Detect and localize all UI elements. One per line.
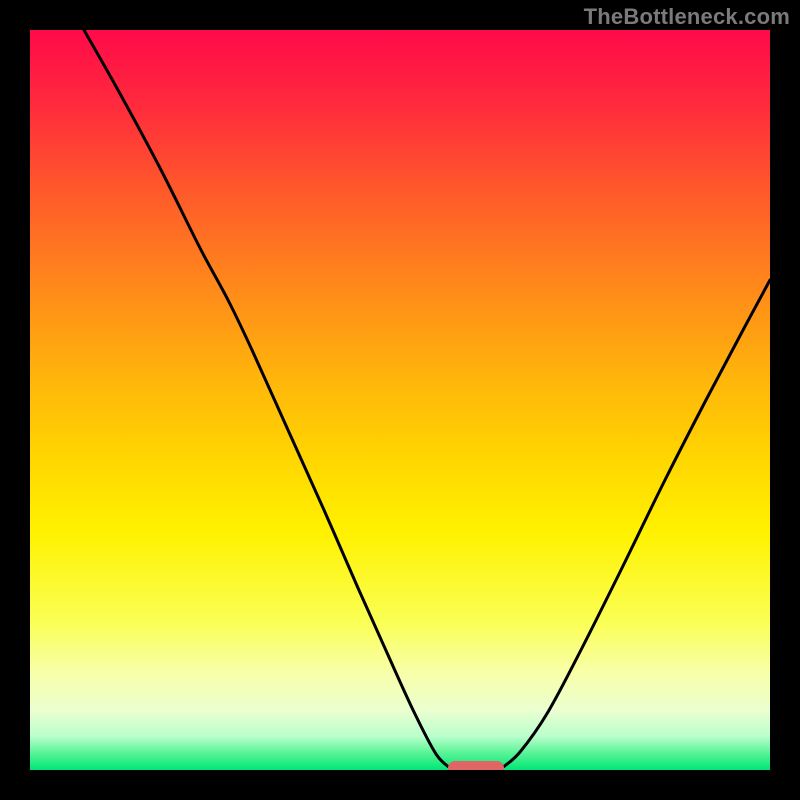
chart-container: TheBottleneck.com	[0, 0, 800, 800]
plot-gradient-background	[30, 30, 770, 770]
watermark-text: TheBottleneck.com	[584, 4, 790, 30]
bottleneck-chart	[0, 0, 800, 800]
